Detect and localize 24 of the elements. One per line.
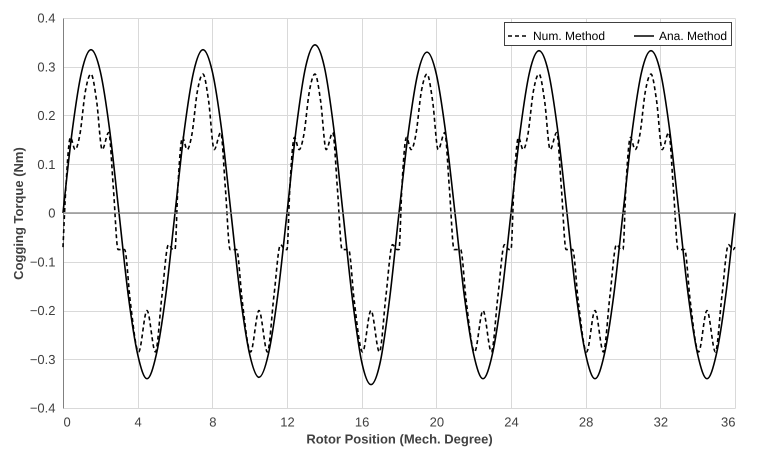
x-axis-title: Rotor Position (Mech. Degree) [306,432,493,446]
y-tick-label: 0.2 [37,108,56,123]
legend-label: Num. Method [533,29,606,43]
y-tick-label: −0.2 [30,303,56,318]
x-tick-label: 24 [504,414,519,430]
y-tick-label: 0.3 [37,59,56,74]
x-tick-label: 12 [280,414,295,430]
x-tick-label: 4 [134,414,142,430]
y-tick-label: 0.4 [37,10,56,26]
y-tick-label: 0.1 [37,156,56,172]
line-series [62,44,736,386]
x-tick-label: 0 [64,414,71,430]
x-tick-label: 32 [654,414,668,430]
y-tick-label: 0 [48,206,56,220]
legend-label: Ana. Method [659,29,728,43]
x-tick-label: 8 [209,414,216,430]
x-tick-label: 16 [354,414,370,430]
y-axis-title: Cogging Torque (Nm) [10,147,26,280]
y-tick-label: −0.4 [30,400,56,416]
x-tick-label: 20 [430,414,444,430]
y-tick-label: −0.3 [30,352,56,367]
x-tick-label: 36 [721,414,736,430]
x-tick-label: 28 [578,414,594,430]
y-tick-label: −0.1 [30,254,56,270]
